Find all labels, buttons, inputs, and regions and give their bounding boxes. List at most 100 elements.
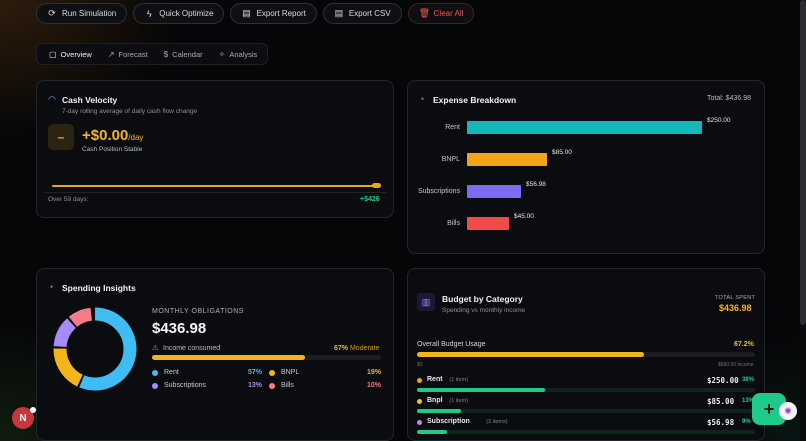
legend-label: Subscriptions bbox=[164, 382, 207, 389]
category-amount: $85.00 bbox=[707, 397, 735, 406]
legend-percent: 57% bbox=[248, 369, 263, 376]
legend-dot bbox=[152, 369, 158, 376]
overall-usage-fill bbox=[417, 352, 645, 357]
category-name: Bnpl bbox=[427, 397, 443, 404]
overview-icon: ▢ bbox=[49, 49, 57, 59]
expense-breakdown-title: Expense Breakdown bbox=[433, 95, 517, 105]
spending-insights-card bbox=[36, 268, 394, 441]
velocity-footer-label: Over 59 days: bbox=[48, 196, 89, 203]
sparkle-icon: ✧ bbox=[218, 49, 226, 59]
document-icon: ▤ bbox=[242, 8, 251, 18]
legend-dot bbox=[152, 382, 158, 389]
total-spent-label: TOTAL SPENT bbox=[715, 295, 756, 301]
category-count: (1 item) bbox=[449, 377, 469, 383]
income-consumed-fill bbox=[152, 355, 306, 360]
donut-segment[interactable] bbox=[53, 307, 137, 391]
category-count: (1 item) bbox=[449, 398, 469, 404]
category-bar bbox=[417, 430, 755, 434]
obligations-donut-chart bbox=[53, 307, 137, 391]
tab-overview[interactable]: ▢ Overview bbox=[49, 49, 92, 59]
legend-dot bbox=[269, 369, 275, 376]
action-toolbar: ⟳ Run Simulation ϟ Quick Optimize ▤ Export … bbox=[36, 3, 475, 24]
category-name: Rent bbox=[427, 376, 443, 383]
legend-percent: 13% bbox=[248, 382, 263, 389]
velocity-sparkline bbox=[52, 185, 381, 187]
tab-analysis[interactable]: ✧ Analysis bbox=[218, 49, 258, 59]
expense-bar[interactable] bbox=[467, 217, 509, 230]
lightning-icon: ϟ bbox=[146, 8, 152, 19]
legend-dot bbox=[269, 382, 275, 389]
legend-label: BNPL bbox=[281, 369, 300, 376]
category-amount: $56.98 bbox=[707, 418, 735, 427]
velocity-amount: +$0.00/day bbox=[82, 127, 144, 144]
expense-bar[interactable] bbox=[467, 153, 547, 166]
quick-optimize-button[interactable]: ϟ Quick Optimize bbox=[133, 3, 225, 24]
bar-label: Subscriptions bbox=[417, 188, 460, 195]
scrollbar-thumb[interactable] bbox=[800, 0, 806, 325]
scale-max: $650.00 income bbox=[718, 362, 754, 368]
legend-label: Rent bbox=[164, 369, 179, 376]
donut-segment[interactable] bbox=[53, 307, 137, 391]
clear-all-button[interactable]: 🗑 Clear All bbox=[407, 3, 475, 24]
legend-label: Bills bbox=[281, 382, 294, 389]
cash-velocity-title: Cash Velocity bbox=[62, 95, 118, 105]
budget-row[interactable]: Bnpl (1 item) $85.00 13% bbox=[417, 397, 755, 415]
chart-icon: ◔ bbox=[48, 282, 54, 292]
legend-item: BNPL bbox=[269, 369, 299, 376]
category-dot bbox=[417, 420, 422, 425]
legend-percent: 19% bbox=[367, 369, 382, 376]
bar-value: $250.00 bbox=[707, 117, 731, 124]
dash-icon: – bbox=[48, 124, 74, 150]
divider bbox=[44, 192, 386, 193]
file-icon: ▤ bbox=[334, 8, 344, 18]
bar-value: $45.00 bbox=[514, 213, 534, 220]
category-percent: 9% bbox=[742, 419, 751, 425]
category-count: (3 items) bbox=[486, 419, 508, 425]
tab-calendar[interactable]: $ Calendar bbox=[163, 49, 203, 59]
legend-percent: 10% bbox=[367, 382, 382, 389]
category-amount: $250.00 bbox=[707, 376, 739, 385]
budget-row[interactable]: Subscription (3 items) $56.98 9% bbox=[417, 418, 755, 436]
category-fill bbox=[417, 409, 461, 413]
avatar-status-dot bbox=[30, 407, 36, 413]
velocity-status: Cash Position Stable bbox=[82, 146, 143, 153]
category-dot bbox=[417, 378, 422, 383]
expense-breakdown-card bbox=[407, 80, 765, 254]
avatar[interactable]: N bbox=[12, 407, 34, 429]
export-csv-button[interactable]: ▤ Export CSV bbox=[322, 3, 402, 24]
scrollbar[interactable] bbox=[800, 0, 806, 441]
bar-value: $56.98 bbox=[526, 181, 546, 188]
trash-icon: 🗑 bbox=[418, 8, 431, 18]
budget-row[interactable]: Rent (1 item) $250.00 38% bbox=[417, 376, 755, 394]
velocity-footer-value: +$426 bbox=[360, 196, 380, 203]
overall-usage-bar bbox=[417, 352, 755, 357]
dollar-icon: $ bbox=[163, 49, 169, 59]
run-simulation-button[interactable]: ⟳ Run Simulation bbox=[36, 3, 128, 24]
tab-forecast[interactable]: ↗ Forecast bbox=[107, 49, 148, 59]
category-percent: 38% bbox=[742, 377, 755, 383]
bar-chart-icon: ▥ bbox=[417, 293, 435, 311]
scale-min: $0 bbox=[417, 362, 423, 368]
obligations-total: $436.98 bbox=[152, 320, 207, 337]
category-percent: 13% bbox=[742, 398, 755, 404]
bar-label: BNPL bbox=[441, 156, 460, 163]
pie-icon: ◔ bbox=[419, 94, 425, 104]
bar-value: $85.00 bbox=[552, 149, 572, 156]
total-spent-value: $436.98 bbox=[719, 303, 752, 313]
obligations-label: MONTHLY OBLIGATIONS bbox=[152, 308, 244, 315]
legend-item: Rent bbox=[152, 369, 179, 376]
spending-insights-title: Spending Insights bbox=[62, 283, 136, 293]
category-bar bbox=[417, 388, 755, 392]
bar-label: Rent bbox=[445, 124, 460, 131]
trend-icon: ↗ bbox=[107, 49, 115, 59]
expense-bar[interactable] bbox=[467, 185, 521, 198]
view-tabs: ▢ Overview ↗ Forecast $ Calendar ✧ Analysis bbox=[36, 43, 268, 65]
expense-bar[interactable] bbox=[467, 121, 702, 134]
legend-item: Subscriptions bbox=[152, 382, 206, 389]
cash-velocity-subtitle: 7-day rolling average of daily cash flow… bbox=[62, 108, 198, 115]
category-bar bbox=[417, 409, 755, 413]
income-consumed-bar bbox=[152, 355, 381, 360]
export-report-button[interactable]: ▤ Export Report bbox=[230, 3, 317, 24]
assistant-icon[interactable]: ✺ bbox=[779, 402, 797, 420]
category-fill bbox=[417, 388, 546, 392]
